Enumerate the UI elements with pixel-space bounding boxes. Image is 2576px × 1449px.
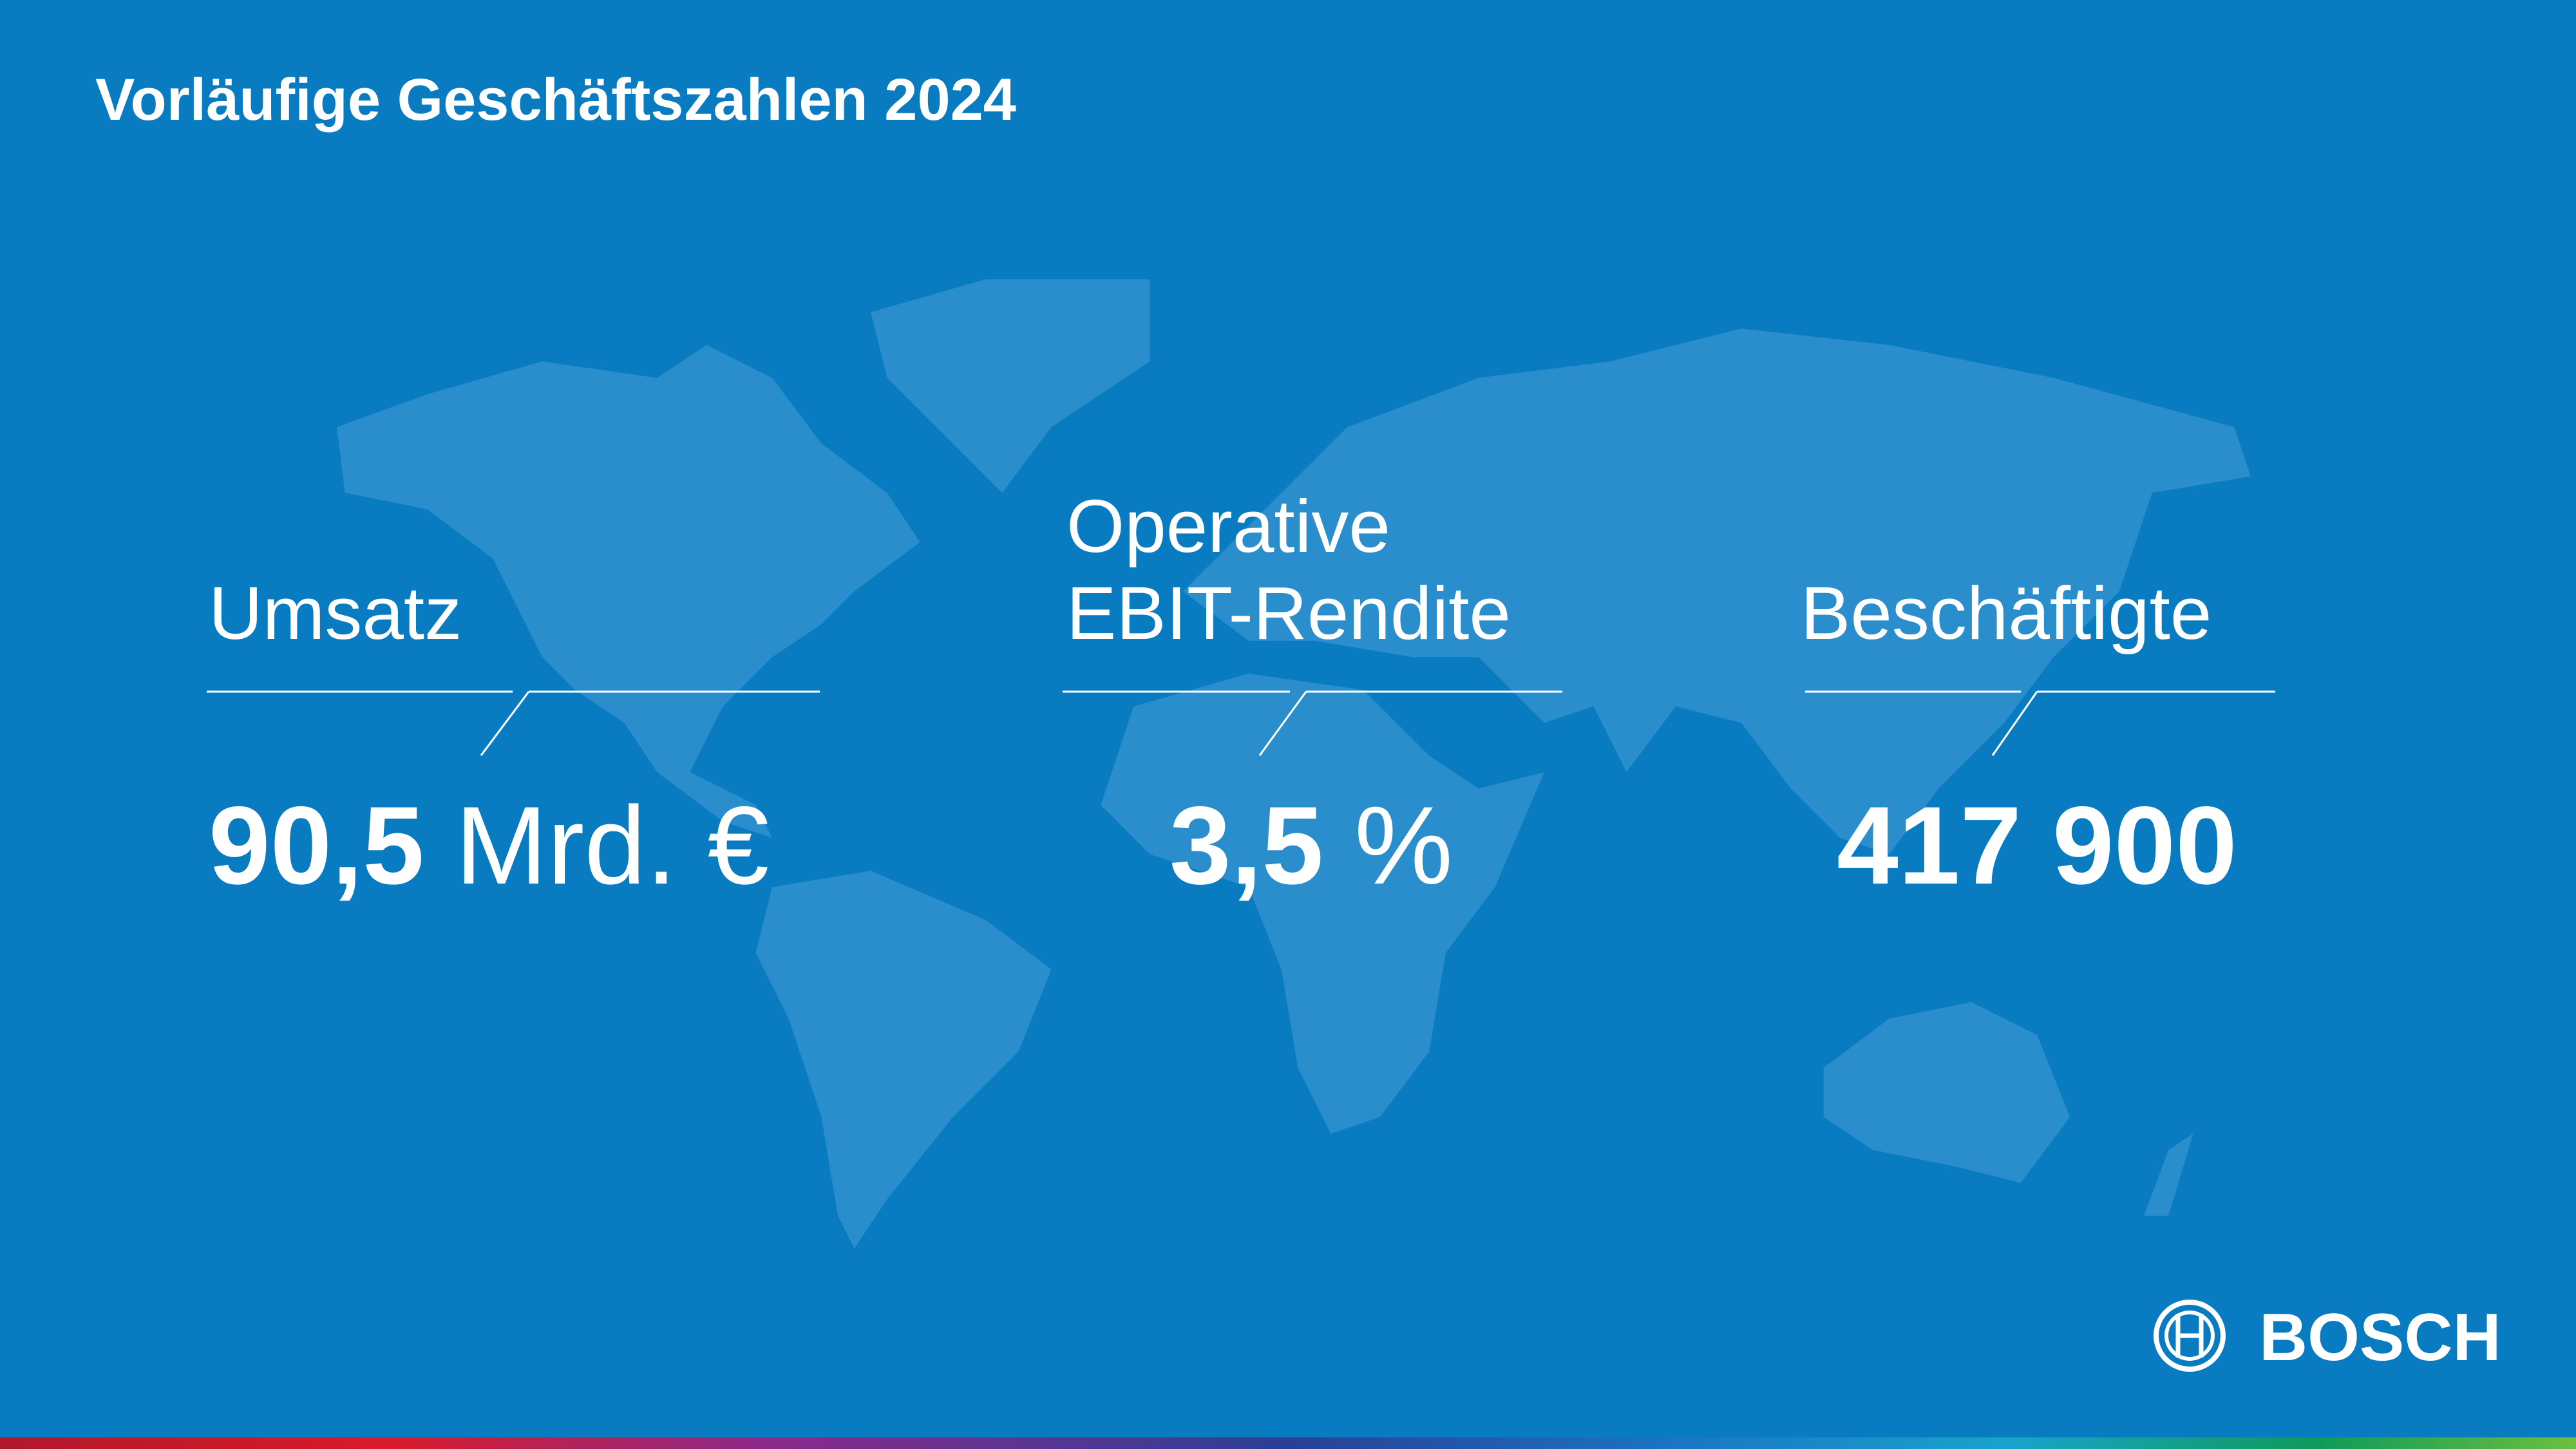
logo: BOSCH: [2154, 1300, 2501, 1375]
kpi-label: Umsatz: [209, 571, 462, 655]
kpi-label: Operative: [1066, 484, 1390, 568]
color-stripe: [0, 1437, 2576, 1449]
kpi-unit: Mrd. €: [455, 784, 769, 907]
kpi-rule: [1063, 690, 1562, 756]
kpi-value: 90,5 Mrd. €: [209, 784, 769, 907]
kpi-rule: [207, 690, 820, 756]
world-map: [336, 279, 2251, 1249]
logo-text: BOSCH: [2259, 1300, 2501, 1375]
kpi-label: Beschäftigte: [1801, 571, 2211, 655]
title: Vorläufige Geschäftszahlen 2024: [95, 67, 1016, 133]
kpi-number: 90,5: [209, 784, 424, 907]
kpi-value: 3,5%: [1170, 784, 1453, 907]
kpi-number: 3,5: [1170, 784, 1323, 907]
kpi-value: 417 900: [1837, 784, 2237, 907]
kpi-number: 417 900: [1837, 784, 2237, 907]
kpi-rule: [1805, 690, 2275, 756]
kpi-label: EBIT-Rendite: [1066, 571, 1511, 655]
kpi-unit: %: [1354, 784, 1453, 907]
